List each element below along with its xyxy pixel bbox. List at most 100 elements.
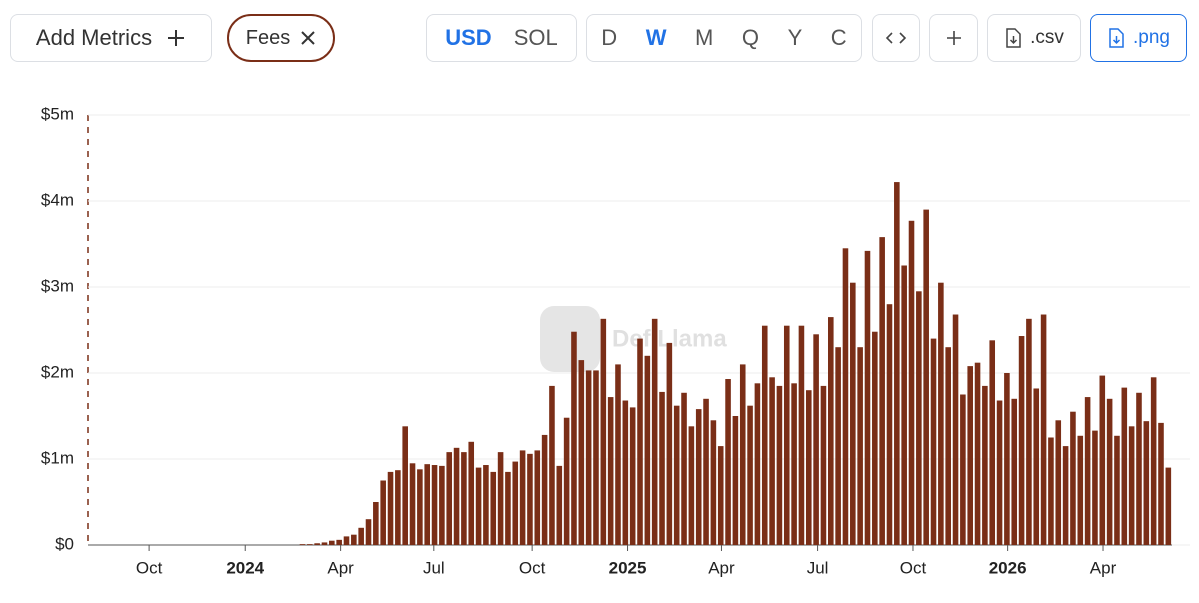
bar [783,325,790,545]
bar [1004,373,1010,545]
bar [813,334,819,545]
bar [1018,336,1025,545]
bar [739,364,746,545]
bar [923,209,929,545]
bar [828,317,834,545]
bar [541,434,548,545]
watermark-logo [540,306,600,372]
bar [1011,398,1018,545]
bar [549,385,555,545]
bar [938,282,944,545]
bar [351,534,357,545]
bar [1040,314,1047,545]
bar [673,405,680,545]
bar [644,355,651,545]
bar [409,463,416,545]
bar [373,502,379,545]
bar [1114,435,1120,545]
bar [1070,411,1076,545]
bar [607,397,614,545]
x-tick-label: Jul [807,558,829,577]
bar [424,464,430,545]
bar [314,543,320,545]
period-option[interactable]: Y [787,25,803,50]
bar [439,465,445,545]
bar [974,362,981,545]
close-icon [301,31,315,45]
file-icon [1109,28,1124,48]
code-icon [885,32,907,44]
bar [776,385,783,545]
bar [329,540,335,545]
bar [519,450,526,545]
x-tick-label: Apr [708,558,735,577]
bar [358,527,364,545]
y-tick-label: $0 [55,534,74,553]
bar [857,347,863,545]
bar [637,338,643,545]
bar [578,360,585,545]
currency-option[interactable]: SOL [513,25,558,50]
bar [916,291,922,545]
bar [365,519,372,545]
bar [534,450,541,545]
period-option[interactable]: C [830,25,847,50]
bar [930,338,937,545]
bar [563,417,570,545]
bar [1106,398,1113,545]
x-tick-label: Oct [136,558,163,577]
add-metrics-label: Add Metrics [35,25,153,50]
bar [717,446,724,545]
bar [703,398,709,545]
bar [695,409,702,545]
bar [1092,430,1098,545]
file-icon [1006,28,1021,48]
bar [761,325,768,545]
currency-option[interactable]: USD [445,25,492,50]
y-tick-label: $3m [41,276,74,295]
bar [1143,421,1150,545]
watermark: DefiLlama [540,306,727,372]
bar [380,480,386,545]
bar [960,394,966,545]
bar [894,182,900,545]
bar [805,390,812,545]
bar [593,370,599,545]
bar [879,237,885,545]
bar [1026,318,1032,545]
metric-pill[interactable]: Fees [227,14,335,62]
period-option[interactable]: W [645,25,667,50]
x-tick-label: Apr [1090,558,1117,577]
bar [725,379,731,545]
bar [431,465,438,545]
bar [732,416,739,545]
bar [1165,467,1172,545]
bar [453,447,460,545]
period-option[interactable]: D [601,25,618,50]
bar [490,471,497,545]
y-tick-label: $4m [41,190,74,209]
csv-button[interactable]: .csv [987,14,1081,62]
bar [835,347,841,545]
bar [1150,377,1157,545]
period-option[interactable]: M [695,25,714,50]
embed-button[interactable] [872,14,920,62]
bar [1099,375,1106,545]
bar [497,452,504,545]
add-button[interactable] [929,14,978,62]
bar [659,391,665,545]
png-button[interactable]: .png [1090,14,1187,62]
bar [629,407,636,545]
bar [945,347,951,545]
bar [1077,435,1084,545]
bar [402,426,408,545]
bar [666,342,673,545]
bar [307,544,313,545]
period-option[interactable]: Q [741,25,760,50]
add-metrics-button[interactable]: Add Metrics [10,14,212,62]
bar [1048,437,1054,545]
bar [908,220,915,545]
